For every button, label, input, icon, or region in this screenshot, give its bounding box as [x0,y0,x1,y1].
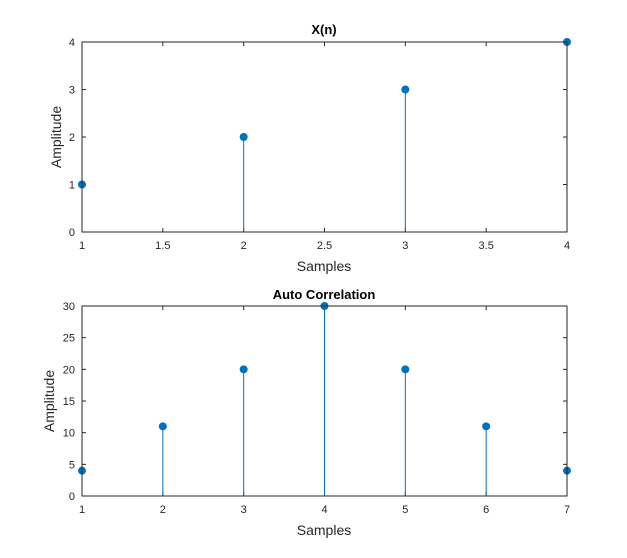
subplot-autocorrelation: Auto Correlation 0 5 10 15 20 25 30 1 2 3 4 5 6 7 Sa… [41,287,571,538]
y-axis-label: Amplitude [48,106,64,168]
stem-marker [482,422,491,431]
x-tick-label: 5 [402,504,408,516]
y-tick-label: 2 [69,132,75,144]
stem-marker [239,133,248,141]
stem-series [78,302,571,496]
x-tick-label: 3.5 [479,240,494,252]
x-axis-label: Samples [297,522,351,538]
x-tick-label: 2.5 [317,240,332,252]
plot-area [81,41,568,233]
y-tick-label: 30 [63,301,75,313]
y-tick-label: 0 [69,491,75,503]
x-tick-label: 3 [241,504,247,516]
chart-title: X(n) [311,22,336,37]
x-tick-label: 7 [564,504,570,516]
x-axis-ticks: 1 1.5 2 2.5 3 3.5 4 [79,42,570,252]
x-tick-label: 3 [402,240,408,252]
x-tick-label: 4 [321,504,327,516]
x-tick-label: 6 [483,504,489,516]
stem-marker [158,422,167,431]
stem-marker [401,85,410,94]
x-tick-label: 1 [79,240,85,252]
y-tick-label: 3 [69,85,75,97]
y-tick-label: 15 [63,396,75,408]
chart-title: Auto Correlation [273,287,376,302]
y-axis-ticks: 0 5 10 15 20 25 30 [63,301,567,503]
y-tick-label: 10 [63,428,75,440]
y-tick-label: 1 [69,180,75,192]
y-tick-label: 5 [69,459,75,471]
x-tick-label: 2 [241,240,247,252]
x-tick-label: 4 [564,240,570,252]
plot-area [81,305,568,497]
x-tick-label: 2 [160,504,166,516]
y-axis-label: Amplitude [41,370,57,432]
x-tick-label: 1 [79,504,85,516]
y-tick-label: 20 [63,364,75,376]
stem-marker [239,365,248,374]
y-tick-label: 0 [69,227,75,239]
y-tick-label: 25 [63,333,75,345]
stem-marker [401,365,410,374]
x-axis-label: Samples [297,258,351,274]
y-tick-label: 4 [69,37,75,49]
x-tick-label: 1.5 [155,240,170,252]
